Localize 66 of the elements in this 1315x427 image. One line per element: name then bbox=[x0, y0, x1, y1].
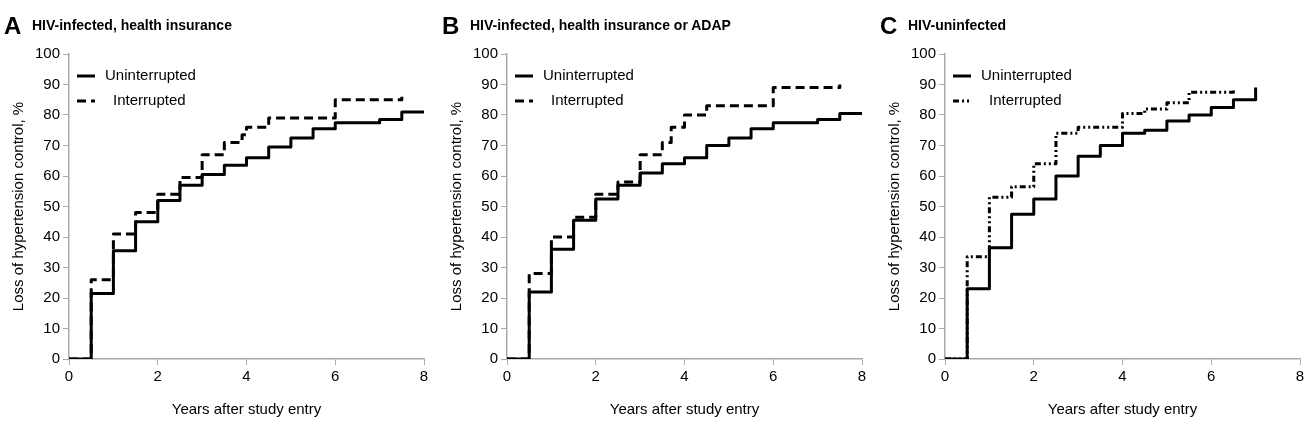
y-tick-label: 0 bbox=[927, 349, 937, 367]
y-tick-label: 100 bbox=[473, 44, 499, 62]
y-tick-label: 20 bbox=[481, 288, 499, 306]
x-tick-label: 4 bbox=[680, 367, 689, 385]
y-tick-label: 70 bbox=[919, 135, 937, 153]
y-tick-label: 0 bbox=[51, 349, 61, 367]
y-tick-label: 40 bbox=[919, 227, 937, 245]
y-tick-label: 60 bbox=[481, 166, 499, 184]
x-tick-label: 6 bbox=[331, 367, 340, 385]
legend-label: Interrupted bbox=[989, 91, 1062, 109]
x-tick-label: 8 bbox=[857, 367, 867, 385]
y-tick-label: 30 bbox=[481, 257, 499, 275]
y-tick-label: 20 bbox=[919, 288, 937, 306]
x-tick-label: 8 bbox=[1295, 367, 1305, 385]
y-tick-label: 90 bbox=[919, 74, 937, 92]
x-tick-label: 2 bbox=[153, 367, 162, 385]
y-tick-label: 10 bbox=[481, 318, 499, 336]
x-tick-label: 0 bbox=[64, 367, 74, 385]
legend-label: Interrupted bbox=[551, 91, 624, 109]
y-tick-label: 80 bbox=[481, 105, 499, 123]
y-tick-label: 50 bbox=[43, 196, 61, 214]
y-tick-label: 80 bbox=[919, 105, 937, 123]
text: A bbox=[4, 12, 22, 39]
x-tick-label: 0 bbox=[502, 367, 512, 385]
x-tick-label: 2 bbox=[591, 367, 600, 385]
y-tick-label: 40 bbox=[43, 227, 61, 245]
chart-title: HIV-infected, health insurance bbox=[32, 17, 233, 33]
y-tick-label: 30 bbox=[919, 257, 937, 275]
y-tick-label: 30 bbox=[43, 257, 61, 275]
x-tick-label: 0 bbox=[940, 367, 950, 385]
y-tick-label: 10 bbox=[43, 318, 61, 336]
legend-label: Uninterrupted bbox=[981, 66, 1072, 84]
y-tick-label: 80 bbox=[43, 105, 61, 123]
chart-title: HIV-uninfected bbox=[908, 17, 1007, 33]
y-tick-label: 100 bbox=[911, 44, 937, 62]
y-axis-title: Loss of hypertension control, % bbox=[9, 101, 27, 312]
legend-label: Uninterrupted bbox=[105, 66, 196, 84]
x-tick-label: 4 bbox=[242, 367, 251, 385]
x-axis-title: Years after study entry bbox=[171, 400, 322, 418]
y-tick-label: 0 bbox=[489, 349, 499, 367]
chart-title: HIV-infected, health insurance or ADAP bbox=[470, 17, 731, 33]
x-tick-label: 8 bbox=[419, 367, 429, 385]
y-tick-label: 50 bbox=[919, 196, 937, 214]
y-tick-label: 90 bbox=[43, 74, 61, 92]
y-tick-label: 100 bbox=[35, 44, 61, 62]
x-tick-label: 2 bbox=[1029, 367, 1038, 385]
x-tick-label: 4 bbox=[1118, 367, 1127, 385]
y-axis-title: Loss of hypertension control, % bbox=[885, 101, 903, 312]
x-tick-label: 6 bbox=[1207, 367, 1216, 385]
y-tick-label: 40 bbox=[481, 227, 499, 245]
y-tick-label: 90 bbox=[481, 74, 499, 92]
x-tick-label: 6 bbox=[769, 367, 778, 385]
legend-label: Uninterrupted bbox=[543, 66, 634, 84]
y-tick-label: 50 bbox=[481, 196, 499, 214]
y-tick-label: 60 bbox=[43, 166, 61, 184]
y-tick-label: 70 bbox=[481, 135, 499, 153]
text: B bbox=[442, 12, 460, 39]
legend-label: Interrupted bbox=[113, 91, 186, 109]
y-axis-title: Loss of hypertension control, % bbox=[447, 101, 465, 312]
y-tick-label: 20 bbox=[43, 288, 61, 306]
x-axis-title: Years after study entry bbox=[609, 400, 760, 418]
y-tick-label: 10 bbox=[919, 318, 937, 336]
y-tick-label: 60 bbox=[919, 166, 937, 184]
text: C bbox=[880, 12, 898, 39]
y-tick-label: 70 bbox=[43, 135, 61, 153]
x-axis-title: Years after study entry bbox=[1047, 400, 1198, 418]
